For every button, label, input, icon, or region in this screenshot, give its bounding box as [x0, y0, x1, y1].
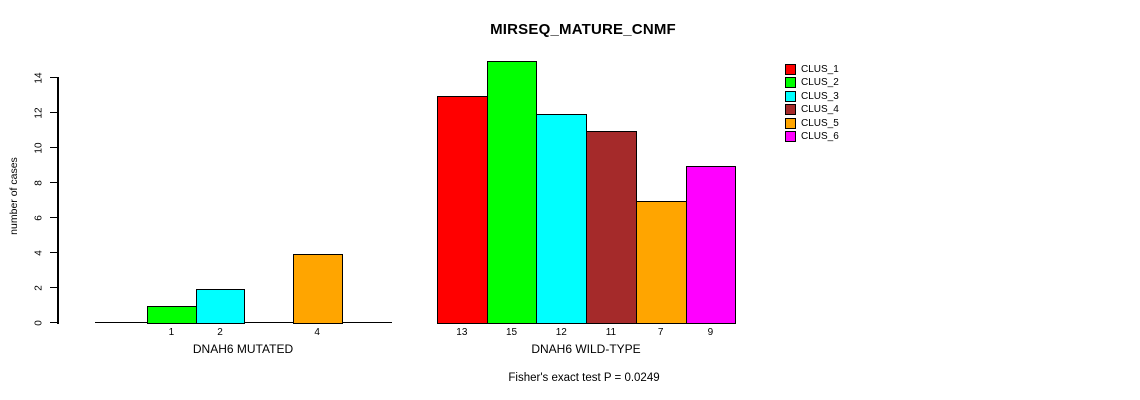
bar-value-label: 7 — [657, 327, 664, 338]
y-tick-mark — [50, 286, 57, 289]
y-tick-mark — [50, 181, 57, 184]
y-tick-label: 0 — [33, 319, 45, 326]
legend-swatch-clus_2 — [785, 77, 796, 89]
bar-value-label: 9 — [707, 327, 714, 338]
y-tick-label: 10 — [33, 141, 45, 154]
y-tick-label: 6 — [33, 214, 45, 221]
legend-swatch-clus_5 — [785, 117, 796, 129]
y-tick-mark — [50, 321, 57, 324]
y-tick-label: 12 — [33, 106, 45, 119]
legend-label-clus_3: CLUS_3 — [801, 90, 839, 102]
legend-label-clus_5: CLUS_5 — [801, 117, 839, 129]
chart-title: MIRSEQ_MATURE_CNMF — [490, 21, 676, 38]
y-tick-label: 4 — [33, 249, 45, 256]
group-label-mutated: DNAH6 MUTATED — [192, 342, 294, 356]
legend-label-clus_1: CLUS_1 — [801, 64, 839, 75]
y-tick-label: 14 — [33, 71, 45, 84]
bar-value-label: 13 — [456, 327, 468, 338]
bar-value-label: 4 — [314, 327, 320, 338]
y-tick-mark — [50, 76, 57, 79]
bar-clus_3 — [196, 288, 245, 324]
bar-clus_2 — [487, 60, 537, 324]
y-tick-mark — [50, 216, 57, 219]
bar-value-label: 15 — [505, 327, 518, 338]
y-tick-mark — [50, 251, 57, 254]
legend-swatch-clus_3 — [785, 90, 796, 102]
bar-value-label: 1 — [168, 327, 175, 338]
bar-value-label: 11 — [605, 327, 617, 338]
group-label-wildtype: DNAH6 WILD-TYPE — [531, 342, 641, 356]
bar-value-label: 2 — [217, 327, 223, 338]
bar-clus_5 — [293, 253, 343, 324]
y-axis-line — [57, 76, 59, 324]
bar-clus_3 — [536, 113, 587, 324]
legend-label-clus_4: CLUS_4 — [801, 104, 839, 116]
bar-clus_6 — [686, 165, 736, 324]
y-tick-mark — [50, 146, 57, 149]
bar-clus_4 — [586, 130, 637, 324]
legend-label-clus_6: CLUS_6 — [801, 131, 839, 142]
bar-clus_5 — [636, 200, 687, 324]
y-tick-label: 2 — [33, 284, 45, 291]
legend-swatch-clus_6 — [785, 131, 796, 142]
bar-clus_1 — [437, 95, 488, 324]
y-tick-mark — [50, 111, 57, 114]
legend-swatch-clus_4 — [785, 104, 796, 116]
y-tick-label: 8 — [33, 179, 45, 186]
legend-label-clus_2: CLUS_2 — [801, 77, 839, 89]
fisher-test-annotation: Fisher's exact test P = 0.0249 — [508, 372, 660, 384]
legend-swatch-clus_1 — [785, 64, 796, 75]
bar-value-label: 12 — [555, 327, 567, 338]
y-axis-label: number of cases — [8, 157, 20, 235]
bar-clus_2 — [147, 305, 197, 324]
